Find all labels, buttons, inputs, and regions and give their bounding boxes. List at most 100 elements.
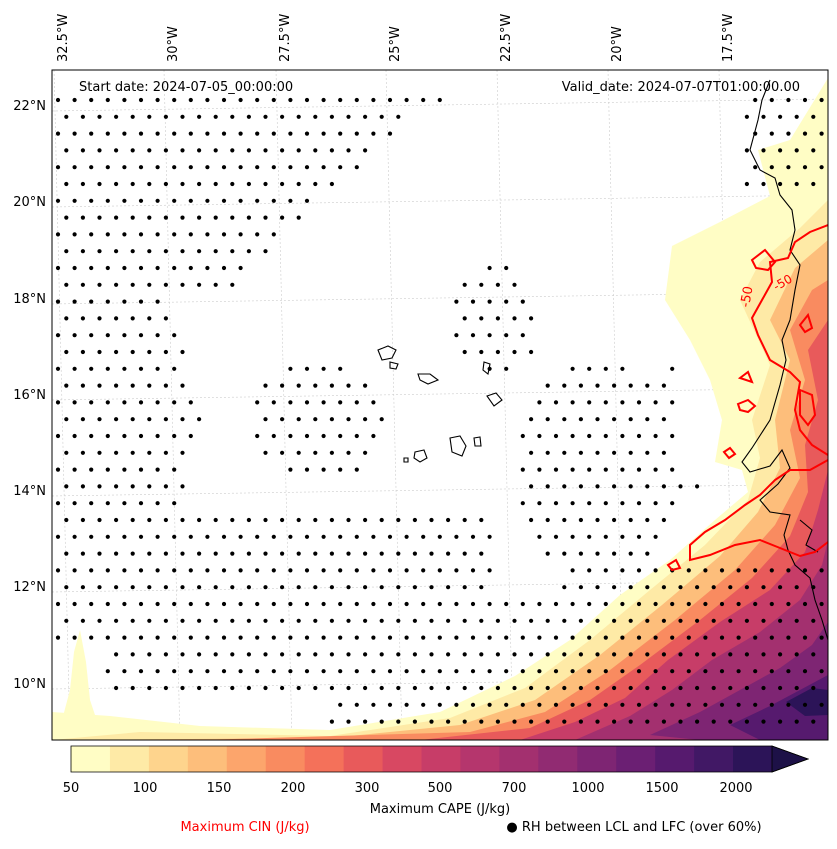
- rh-dot: [230, 685, 235, 691]
- rh-dot: [819, 131, 824, 136]
- rh-dot: [147, 618, 152, 623]
- rh-dot: [97, 450, 102, 455]
- rh-dot: [487, 333, 492, 338]
- rh-dot: [172, 131, 177, 136]
- rh-dot: [246, 249, 251, 254]
- rh-dot: [213, 517, 218, 523]
- rh-dot: [105, 501, 110, 506]
- rh-dot: [786, 97, 791, 103]
- rh-dot: [147, 383, 152, 388]
- rh-dot: [711, 719, 716, 724]
- rh-dot: [197, 282, 202, 287]
- rh-dot: [89, 198, 94, 203]
- rh-dot: [180, 349, 185, 355]
- rh-dot: [221, 131, 227, 136]
- rh-dot: [769, 568, 774, 573]
- rh-dot: [363, 685, 368, 691]
- rh-dot: [97, 517, 102, 523]
- colorbar-swatch: [304, 746, 345, 772]
- rh-dot: [354, 131, 359, 136]
- rh-dot: [529, 517, 534, 523]
- rh-dot: [346, 517, 351, 523]
- rh-dot: [180, 685, 185, 691]
- rh-dot: [89, 534, 94, 539]
- rh-dot: [744, 148, 750, 153]
- rh-dot: [354, 635, 359, 640]
- colorbar-outline: [70, 745, 810, 773]
- rh-dot: [64, 517, 69, 523]
- rh-dot: [628, 585, 633, 590]
- colorbar-swatch: [109, 746, 150, 772]
- rh-dot: [72, 265, 77, 271]
- rh-dot: [188, 433, 193, 439]
- rh-dot: [97, 618, 102, 623]
- rh-dot: [412, 517, 417, 523]
- rh-dot: [719, 601, 725, 607]
- rh-dot: [778, 618, 783, 623]
- rh-dot: [794, 618, 799, 623]
- rh-dot: [645, 585, 650, 590]
- colorbar-tick-50: 50: [63, 781, 80, 796]
- colorbar-tick-150: 150: [207, 781, 232, 796]
- rh-dot: [147, 484, 152, 489]
- rh-dot: [238, 165, 243, 170]
- rh-dot: [147, 215, 152, 220]
- rh-dot: [122, 534, 127, 539]
- rh-dot: [188, 601, 193, 607]
- rh-dot: [147, 517, 152, 523]
- rh-dot: [769, 165, 774, 170]
- rh-dot: [89, 568, 94, 573]
- rh-dot: [529, 316, 534, 321]
- cape-colorbar: 50 100 150 200 300 500 700 1000 1500 200…: [63, 745, 810, 817]
- rh-dot: [429, 652, 434, 657]
- rh-dot: [437, 635, 442, 640]
- rh-dot: [213, 652, 218, 657]
- rh-dot: [354, 97, 359, 103]
- rh-dot: [479, 282, 484, 287]
- rh-dot: [230, 652, 235, 657]
- rh-dot: [80, 215, 85, 220]
- rh-dot: [246, 215, 251, 220]
- rh-dot: [612, 585, 617, 590]
- rh-dot: [387, 568, 393, 573]
- rh-dot: [512, 349, 517, 355]
- rh-dot: [304, 534, 310, 539]
- rh-dot: [147, 652, 152, 657]
- rh-dot: [645, 450, 650, 455]
- rh-dot: [446, 517, 451, 523]
- rh-dot: [163, 114, 168, 119]
- rh-dot: [213, 585, 218, 590]
- rh-dot: [636, 400, 642, 405]
- rh-dot: [213, 618, 218, 623]
- rh-dot: [64, 114, 69, 119]
- rh-dot: [587, 433, 592, 439]
- rh-dot: [304, 669, 310, 674]
- rh-dot: [288, 467, 293, 472]
- rh-dot: [122, 299, 127, 304]
- rh-dot: [122, 568, 127, 573]
- rh-dot: [80, 316, 85, 321]
- rh-dot: [138, 601, 144, 607]
- rh-dot: [678, 484, 683, 489]
- rh-dot: [470, 702, 476, 707]
- rh-dot: [520, 635, 525, 640]
- rh-dot: [230, 517, 235, 523]
- rh-dot: [288, 601, 293, 607]
- rh-dot: [147, 685, 152, 691]
- rh-dot: [130, 114, 135, 119]
- rh-dot: [462, 551, 467, 556]
- rh-dot: [429, 719, 434, 724]
- rh-dot: [147, 417, 152, 422]
- rh-dot: [645, 551, 650, 556]
- rh-dot: [396, 618, 401, 623]
- rh-dot: [495, 652, 500, 657]
- rh-dot: [769, 635, 774, 640]
- rh-dot: [280, 383, 285, 388]
- rh-dot: [570, 635, 575, 640]
- rh-dot: [97, 585, 102, 590]
- cape-band-1500: [730, 675, 828, 740]
- rh-dot: [487, 265, 492, 271]
- rh-dot: [280, 685, 285, 691]
- rh-dot: [470, 635, 476, 640]
- rh-dot: [703, 601, 708, 607]
